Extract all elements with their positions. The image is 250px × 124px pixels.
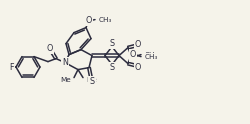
Text: CH₃: CH₃ — [99, 17, 112, 23]
Text: Me: Me — [86, 77, 97, 83]
Text: O: O — [130, 50, 136, 59]
Text: O: O — [86, 16, 92, 25]
Text: O: O — [135, 40, 141, 49]
Text: Me: Me — [60, 77, 71, 83]
Text: F: F — [10, 62, 14, 72]
Text: O: O — [47, 44, 53, 53]
Text: S: S — [110, 39, 114, 48]
Text: S: S — [90, 77, 94, 86]
Text: O: O — [135, 63, 141, 72]
Text: CH₃: CH₃ — [145, 54, 158, 60]
Text: N: N — [62, 58, 68, 67]
Text: S: S — [110, 63, 114, 72]
Text: CH₃: CH₃ — [145, 52, 158, 58]
Text: O: O — [130, 52, 136, 61]
